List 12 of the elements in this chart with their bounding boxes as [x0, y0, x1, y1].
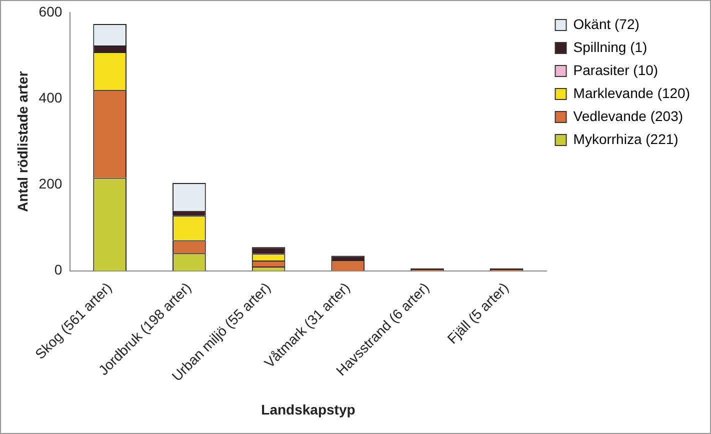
legend-label: Marklevande (120)	[573, 84, 690, 101]
x-axis-title: Landskapstyp	[261, 401, 356, 418]
y-tick-label: 200	[38, 176, 62, 192]
legend-label: Spillning (1)	[573, 38, 648, 55]
y-tick-label: 400	[38, 89, 62, 106]
y-axis-title: Antal rödlistade arter	[14, 70, 30, 212]
legend-label: Okänt (72)	[573, 16, 640, 32]
y-tick-label: 600	[38, 3, 62, 20]
y-tick-label: 0	[54, 262, 62, 278]
legend-label: Parasiter (10)	[573, 62, 658, 78]
legend-label: Vedlevande (203)	[573, 108, 684, 124]
legend-label: Mykorrhiza (221)	[573, 130, 678, 147]
